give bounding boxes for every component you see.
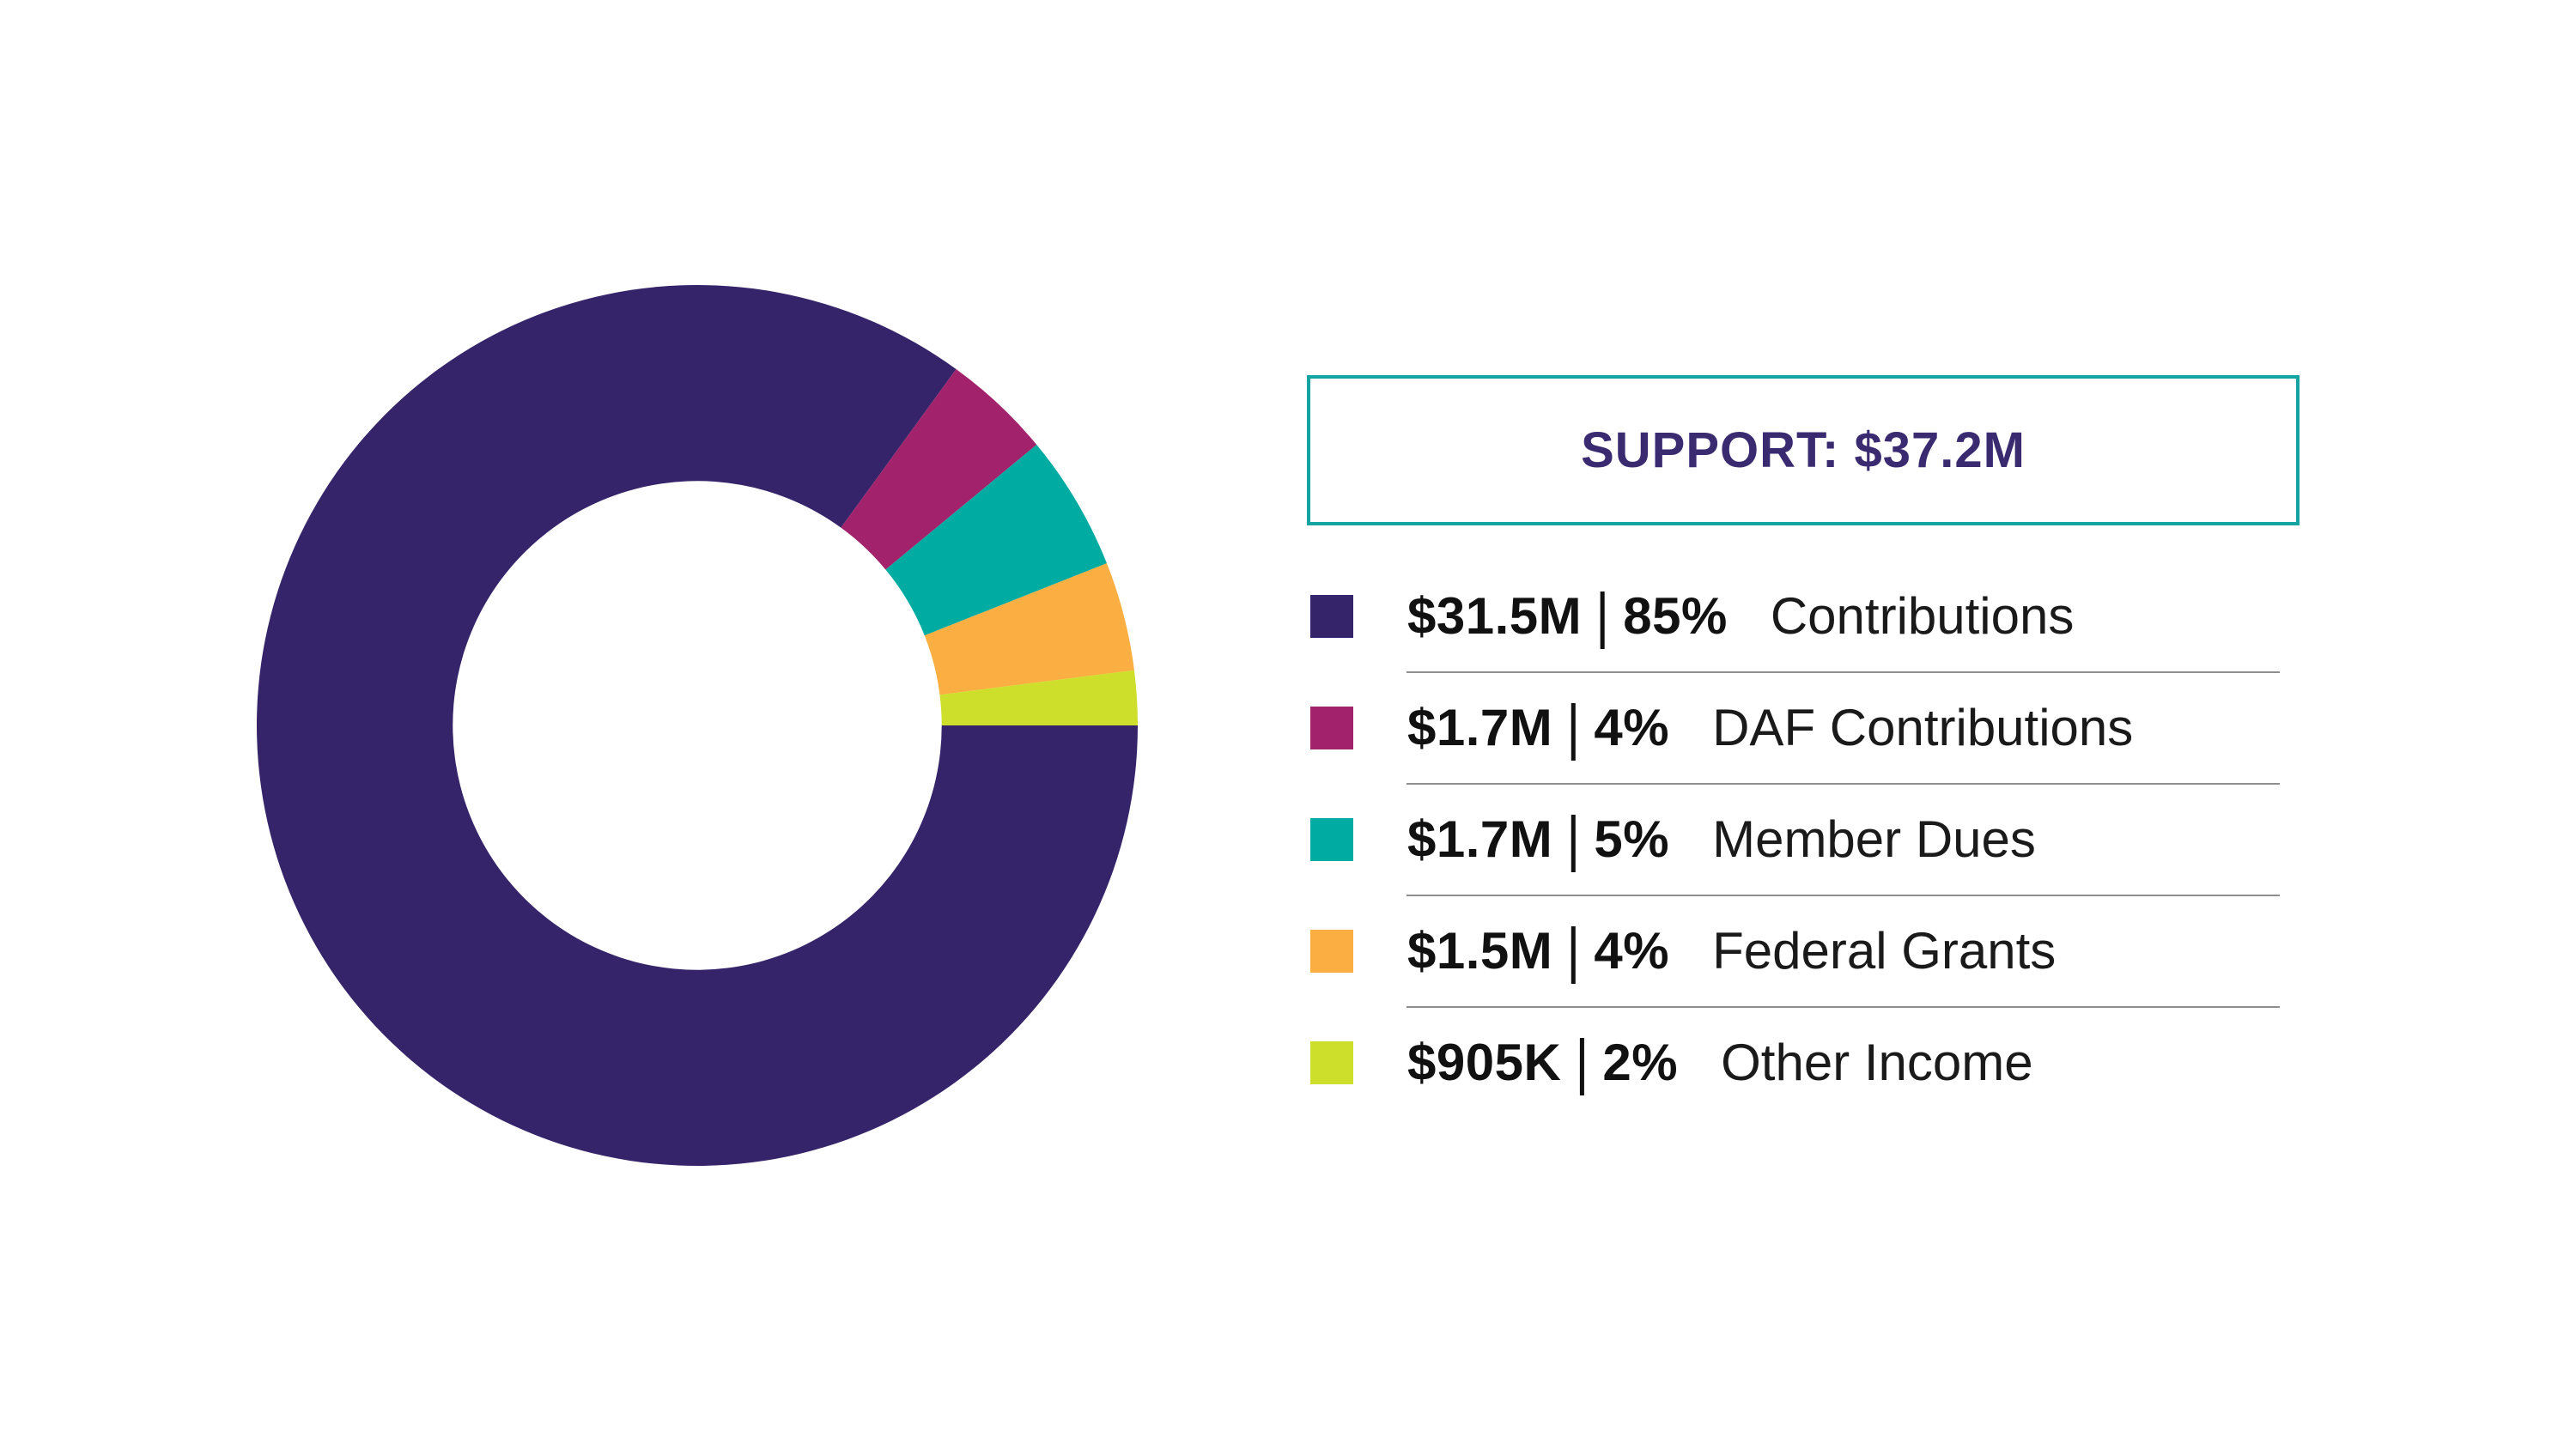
legend-entry: $1.7M | 4% DAF Contributions — [1407, 697, 2134, 758]
legend-value: $1.5M — [1407, 922, 1553, 980]
legend-value: $905K — [1407, 1034, 1562, 1091]
support-total-title: SUPPORT: $37.2M — [1581, 422, 2026, 478]
legend-label: Contributions — [1770, 587, 2075, 645]
legend-separator: | — [1566, 916, 1581, 986]
donut-segment-other-income — [939, 670, 1138, 725]
legend-entry: $905K | 2% Other Income — [1407, 1032, 2033, 1093]
legend-value: $31.5M — [1407, 587, 1583, 645]
legend-divider — [1406, 783, 2280, 785]
legend-row-federal-grants: $1.5M | 4% Federal Grants — [1307, 920, 2300, 981]
donut-segment-member-dues — [885, 445, 1107, 636]
donut-segment-contributions — [256, 284, 1138, 1166]
donut-chart — [256, 284, 1138, 1166]
legend-divider — [1406, 1006, 2280, 1008]
legend-separator: | — [1575, 1028, 1589, 1097]
legend: $31.5M | 85% Contributions $1.7M | 4% DAF Contr… — [1307, 581, 2300, 1093]
support-panel: SUPPORT: $37.2M $31.5M | 85% Contributions $… — [1307, 375, 2300, 1093]
donut-segment-federal-grants — [924, 563, 1134, 695]
legend-entry: $1.7M | 5% Member Dues — [1407, 809, 2036, 870]
legend-separator: | — [1595, 581, 1610, 651]
donut-chart-svg — [256, 284, 1138, 1166]
legend-row-member-dues: $1.7M | 5% Member Dues — [1307, 809, 2300, 870]
legend-percent: 2% — [1602, 1034, 1679, 1091]
legend-label: Member Dues — [1712, 810, 2036, 868]
donut-segment-daf-contributions — [841, 368, 1037, 570]
legend-label: Federal Grants — [1712, 922, 2057, 980]
legend-percent: 85% — [1623, 587, 1728, 645]
legend-swatch — [1310, 595, 1353, 638]
support-total-box: SUPPORT: $37.2M — [1307, 375, 2300, 525]
legend-row-other-income: $905K | 2% Other Income — [1307, 1032, 2300, 1093]
legend-value: $1.7M — [1407, 810, 1553, 868]
legend-label: DAF Contributions — [1712, 699, 2134, 756]
legend-percent: 4% — [1594, 922, 1670, 980]
legend-entry: $1.5M | 4% Federal Grants — [1407, 920, 2057, 981]
legend-separator: | — [1566, 804, 1581, 874]
legend-separator: | — [1566, 693, 1581, 762]
legend-value: $1.7M — [1407, 699, 1553, 756]
legend-swatch — [1310, 707, 1353, 749]
legend-label: Other Income — [1721, 1034, 2033, 1091]
legend-swatch — [1310, 930, 1353, 973]
legend-row-daf-contributions: $1.7M | 4% DAF Contributions — [1307, 697, 2300, 758]
legend-entry: $31.5M | 85% Contributions — [1407, 581, 2075, 651]
legend-divider — [1406, 671, 2280, 673]
legend-swatch — [1310, 1041, 1353, 1084]
legend-percent: 5% — [1594, 810, 1670, 868]
legend-percent: 4% — [1594, 699, 1670, 756]
legend-swatch — [1310, 818, 1353, 861]
legend-row-contributions: $31.5M | 85% Contributions — [1307, 581, 2300, 651]
legend-divider — [1406, 895, 2280, 896]
